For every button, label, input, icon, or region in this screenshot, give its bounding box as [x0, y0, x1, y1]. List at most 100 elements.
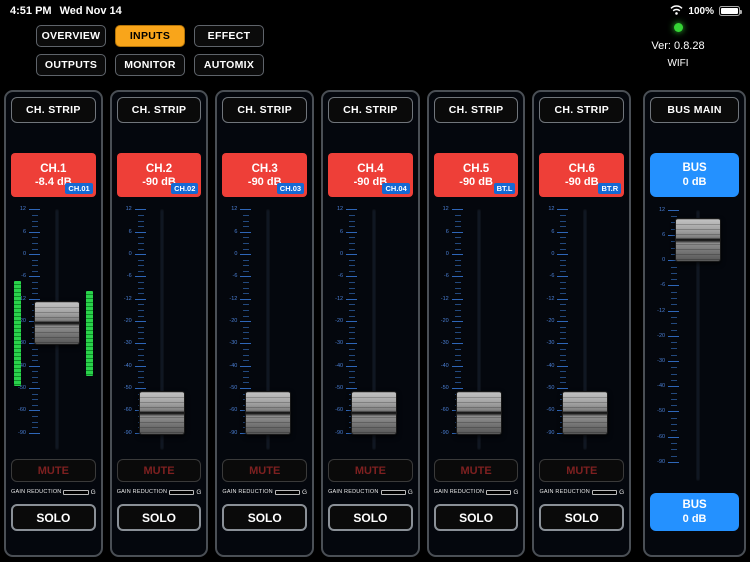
fader-tick: [240, 321, 252, 323]
fader-track[interactable]: [371, 209, 376, 451]
solo-button[interactable]: SOLO: [222, 504, 308, 531]
tab-automix[interactable]: AUTOMIX: [194, 54, 264, 76]
fader-track[interactable]: [160, 209, 165, 451]
app-version: Ver: 0.8.28: [651, 40, 705, 52]
fader-tick: [454, 242, 461, 244]
fader-tick: [560, 382, 567, 384]
fader-tick: [671, 354, 678, 356]
mute-button[interactable]: MUTE: [328, 459, 413, 482]
channel-strip: CH. STRIP CH.4 -90 dB CH.04 12 6 0 -6 -12 -20…: [321, 90, 420, 557]
mute-button[interactable]: MUTE: [11, 459, 96, 482]
channel-fader: 12 6 0 -6 -12 -20 -30 -40 -50 -60 -90: [328, 206, 413, 455]
ch-strip-button[interactable]: CH. STRIP: [539, 97, 625, 123]
mute-button[interactable]: MUTE: [433, 459, 519, 482]
fader-track[interactable]: [477, 209, 482, 451]
fader-tick: [243, 226, 250, 228]
bus-main-button[interactable]: BUS MAIN: [650, 97, 740, 123]
solo-button[interactable]: SOLO: [11, 504, 96, 531]
fader-cap[interactable]: [245, 390, 292, 435]
ch-strip-button[interactable]: CH. STRIP: [116, 97, 202, 123]
solo-button[interactable]: SOLO: [433, 504, 519, 531]
bus-fader-cap[interactable]: [675, 218, 722, 263]
fader-cap[interactable]: [139, 390, 186, 435]
fader-cap[interactable]: [562, 390, 609, 435]
fader-tick: [451, 343, 463, 345]
ch-strip-button[interactable]: CH. STRIP: [433, 97, 519, 123]
tab-inputs[interactable]: INPUTS: [115, 25, 185, 47]
ch-strip-button[interactable]: CH. STRIP: [11, 97, 96, 123]
fader-scale-label: -30: [657, 358, 666, 364]
bus-fader-track[interactable]: [696, 209, 701, 482]
channel-display[interactable]: CH.5 -90 dB BT.L: [433, 153, 519, 197]
channel-display[interactable]: CH.4 -90 dB CH.04: [328, 153, 413, 197]
channel-display[interactable]: CH.1 -8.4 dB CH.01: [11, 153, 96, 197]
level-meter-left: [14, 281, 21, 386]
gain-reduction-label: GAIN REDUCTION: [433, 489, 485, 495]
fader-cap[interactable]: [33, 301, 80, 346]
fader-scale-label: -12: [229, 295, 238, 302]
channel-display[interactable]: CH.3 -90 dB CH.03: [222, 153, 308, 197]
fader-scale-label: 6: [340, 228, 344, 235]
mute-button[interactable]: MUTE: [116, 459, 202, 482]
fader-tick: [243, 237, 250, 239]
fader-tick: [134, 388, 146, 390]
fader-tick: [560, 304, 567, 306]
channel-strip: CH. STRIP CH.1 -8.4 dB CH.01 12 6 0 -6 -12 -2…: [4, 90, 103, 557]
fader-tick: [137, 304, 144, 306]
fader-tick: [137, 242, 144, 244]
fader-tick: [32, 282, 38, 284]
fader-tick: [137, 287, 144, 289]
fader-track[interactable]: [583, 209, 588, 451]
fader-scale-label: -20: [440, 318, 449, 325]
fader-tick: [349, 348, 356, 350]
fader-tick: [134, 298, 146, 300]
fader-cap[interactable]: [456, 390, 503, 435]
fader-cap[interactable]: [350, 390, 397, 435]
fader-tick: [32, 382, 38, 384]
fader-tick: [671, 304, 678, 306]
bus-level-button-top[interactable]: BUS 0 dB: [650, 153, 740, 197]
fader-scale-label: -90: [657, 458, 666, 465]
fader-tick: [346, 231, 358, 233]
fader-scale-label: -60: [229, 407, 238, 414]
channel-display[interactable]: CH.2 -90 dB CH.02: [116, 153, 202, 197]
fader-tick: [137, 270, 144, 272]
fader-tick: [671, 405, 678, 407]
fader-tick: [671, 348, 678, 350]
mute-button[interactable]: MUTE: [539, 459, 625, 482]
ch-strip-button[interactable]: CH. STRIP: [328, 97, 413, 123]
fader-tick: [671, 442, 678, 444]
fader-tick: [671, 329, 678, 331]
fader-tick: [668, 209, 680, 211]
tab-outputs[interactable]: OUTPUTS: [36, 54, 106, 76]
channel-display[interactable]: CH.6 -90 dB BT.R: [539, 153, 625, 197]
tab-overview[interactable]: OVERVIEW: [36, 25, 106, 47]
fader-tick: [32, 226, 38, 228]
fader-tick: [671, 253, 678, 255]
fader-tick: [137, 348, 144, 350]
fader-tick: [137, 326, 144, 328]
ch-strip-button[interactable]: CH. STRIP: [222, 97, 308, 123]
fader-scale: 12 6 0 -6 -12 -20 -30 -40 -50 -60 -90: [117, 206, 202, 455]
fader-tick: [134, 254, 146, 256]
tab-effect[interactable]: EFFECT: [194, 25, 264, 47]
fader-tick: [243, 259, 250, 261]
fader-scale-label: 0: [340, 251, 344, 258]
solo-button[interactable]: SOLO: [539, 504, 625, 531]
solo-button[interactable]: SOLO: [116, 504, 202, 531]
fader-tick: [671, 222, 678, 224]
fader-tick: [243, 376, 250, 378]
solo-button[interactable]: SOLO: [328, 504, 413, 531]
fader-tick: [32, 293, 38, 295]
fader-tick: [560, 309, 567, 311]
fader-scale-label: -50: [546, 385, 555, 392]
fader-scale-label: -40: [440, 362, 449, 369]
fader-scale-label: -6: [21, 273, 26, 280]
fader-track[interactable]: [266, 209, 271, 451]
bus-level-button-bottom[interactable]: BUS 0 dB: [650, 493, 740, 531]
fader-tick: [32, 215, 38, 217]
tab-monitor[interactable]: MONITOR: [115, 54, 185, 76]
mute-button[interactable]: MUTE: [222, 459, 308, 482]
fader-tick: [349, 354, 356, 356]
fader-tick: [32, 220, 38, 222]
